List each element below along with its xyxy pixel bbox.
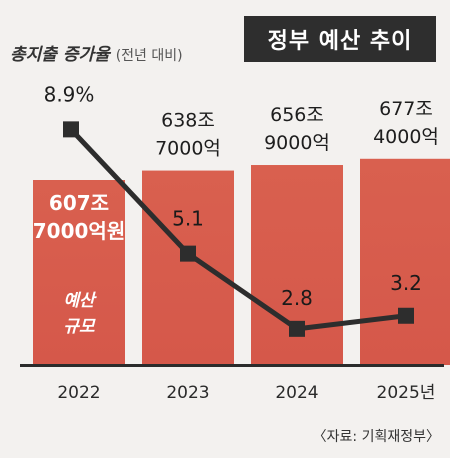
source-note: 〈자료: 기획재정부〉 — [312, 429, 440, 445]
growth-line — [69, 127, 407, 332]
subtitle: 총지출 증가율 (전년 대비) — [10, 40, 183, 65]
bar-value-label: 656조 — [270, 104, 324, 126]
bar-value-label: 9000억 — [264, 132, 330, 154]
growth-value-label: 8.9% — [44, 82, 95, 106]
growth-marker-2022 — [63, 121, 79, 138]
bar-value-label: 607조 — [49, 191, 109, 215]
growth-value-label: 3.2 — [390, 271, 422, 295]
bar-note-label: 예산 — [63, 291, 97, 311]
x-tick-label: 2025년 — [377, 383, 436, 403]
growth-value-label: 2.8 — [281, 286, 313, 310]
x-tick-label: 2022 — [57, 383, 100, 403]
chart-title: 정부 예산 추이 — [244, 16, 436, 62]
growth-marker-2023 — [180, 245, 196, 262]
x-tick-label: 2024 — [275, 383, 318, 403]
subtitle-main: 총지출 증가율 — [10, 45, 110, 65]
bar-value-label: 677조 — [379, 98, 433, 120]
x-tick-label: 2023 — [166, 383, 209, 403]
bar-value-label: 4000억 — [373, 126, 439, 148]
bar-2022 — [33, 180, 125, 365]
bar-value-label: 638조 — [161, 110, 215, 132]
growth-marker-2025년 — [398, 307, 414, 324]
growth-marker-2024 — [289, 320, 305, 337]
baseline — [20, 364, 444, 367]
bar-value-label: 7000억 — [155, 138, 221, 160]
bar-2025년 — [360, 158, 450, 365]
bar-note-label: 규모 — [63, 317, 96, 337]
subtitle-note: (전년 대비) — [115, 48, 183, 64]
bar-2023 — [142, 170, 234, 365]
bar-value-label: 7000억원 — [33, 219, 125, 243]
growth-value-label: 5.1 — [172, 207, 204, 231]
